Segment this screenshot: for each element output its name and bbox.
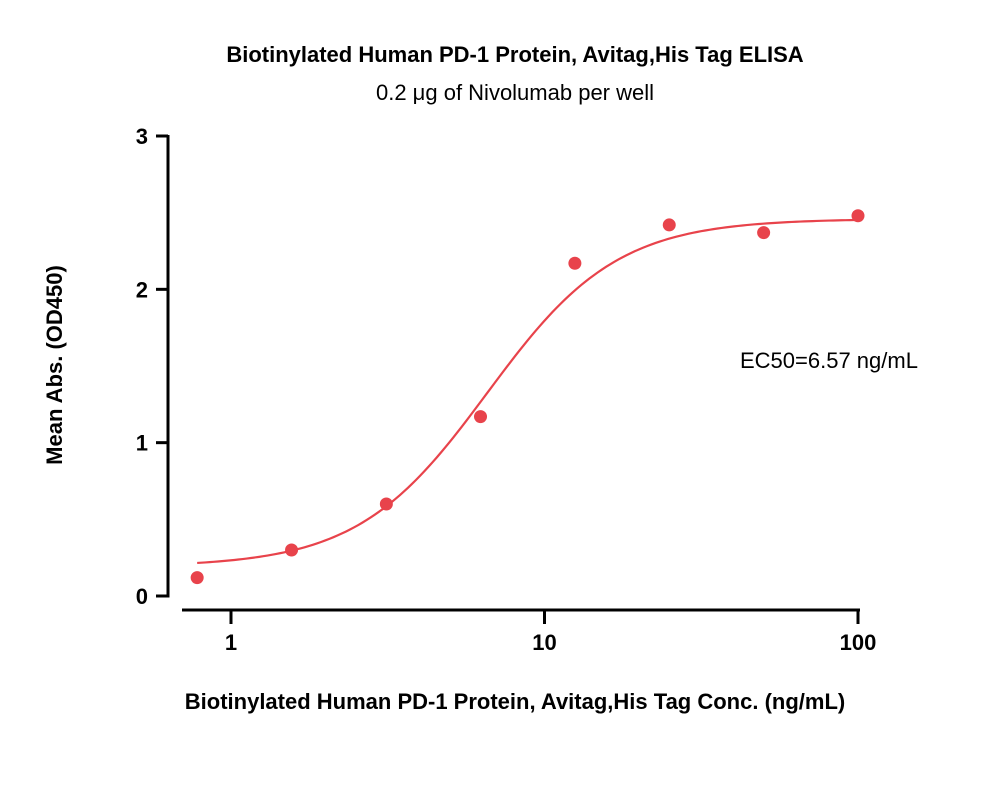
data-point xyxy=(851,209,865,223)
y-axis-label: Mean Abs. (OD450) xyxy=(42,265,67,465)
data-point xyxy=(474,410,488,424)
x-axis-label: Biotinylated Human PD-1 Protein, Avitag,… xyxy=(185,689,845,714)
fit-curve xyxy=(197,218,859,565)
data-point xyxy=(568,256,582,270)
plot-area: 0 1 2 3 1 10 100 xyxy=(136,124,877,655)
data-point xyxy=(662,218,676,232)
data-point xyxy=(379,497,393,511)
y-tick-label: 3 xyxy=(136,124,148,149)
data-point xyxy=(757,226,771,240)
x-tick-label: 1 xyxy=(225,630,237,655)
y-tick-label: 1 xyxy=(136,431,148,456)
y-tick-label: 2 xyxy=(136,277,148,302)
x-tick-label: 100 xyxy=(840,630,877,655)
data-point xyxy=(190,571,204,585)
x-tick-label: 10 xyxy=(532,630,556,655)
ec50-annotation: EC50=6.57 ng/mL xyxy=(740,348,918,373)
y-tick-label: 0 xyxy=(136,584,148,609)
data-point xyxy=(285,543,299,557)
chart-subtitle: 0.2 μg of Nivolumab per well xyxy=(376,80,654,105)
chart-title: Biotinylated Human PD-1 Protein, Avitag,… xyxy=(226,42,803,67)
